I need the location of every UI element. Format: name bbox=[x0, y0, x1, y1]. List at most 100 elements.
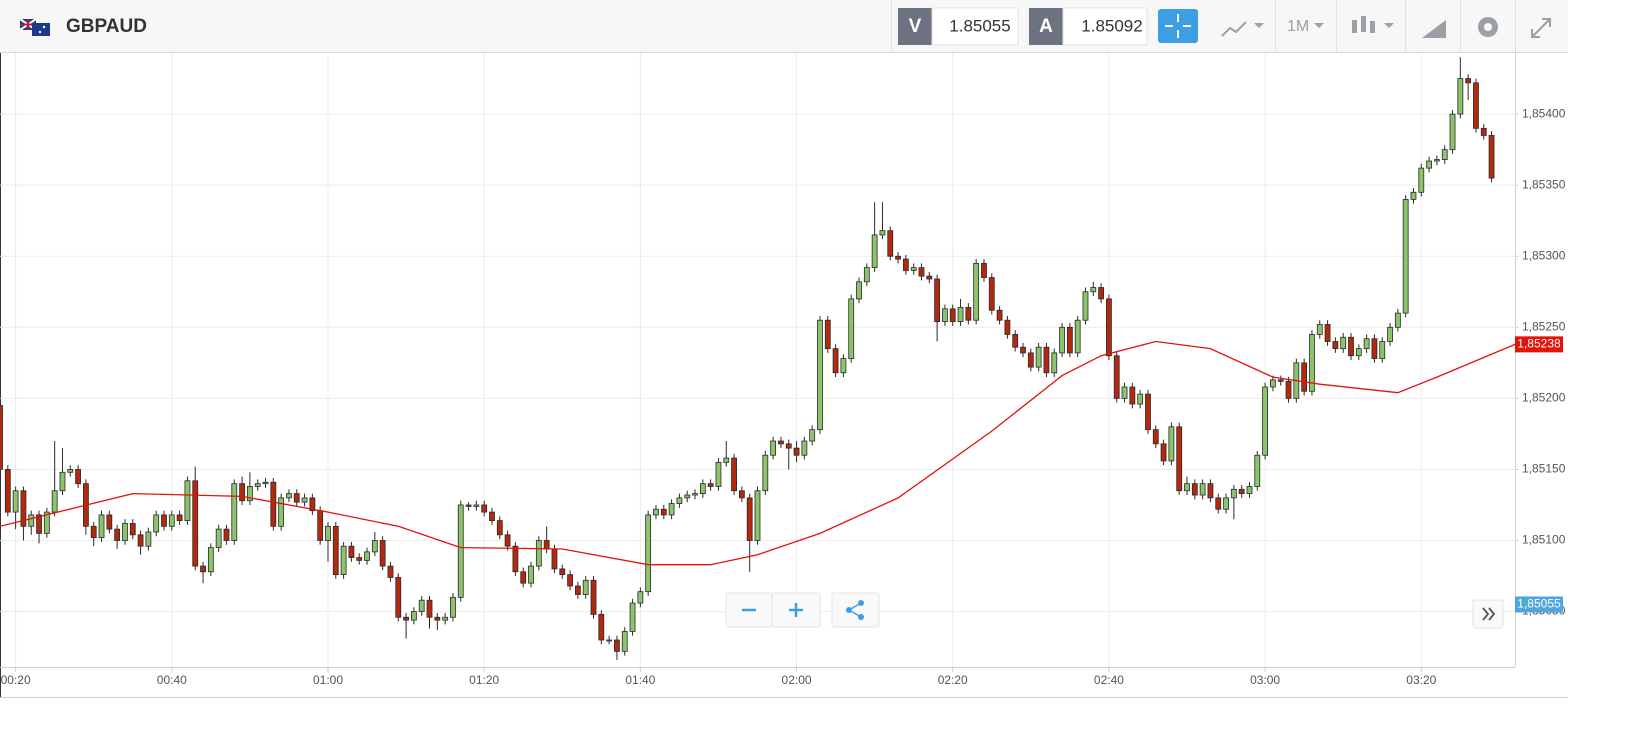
candle bbox=[1027, 348, 1034, 372]
candle-body bbox=[1207, 483, 1214, 499]
candle-body bbox=[20, 490, 27, 527]
y-tick-label: 1,85200 bbox=[1522, 391, 1566, 405]
candle bbox=[1129, 382, 1136, 409]
candle bbox=[778, 436, 784, 449]
ask-button[interactable] bbox=[1029, 8, 1063, 45]
candle-body bbox=[114, 528, 121, 541]
candle-body bbox=[1371, 338, 1378, 359]
candle-body bbox=[98, 514, 105, 539]
toolbar: GBPAUD V 1.85055 A 1.85092 1M bbox=[0, 0, 1568, 53]
draw-button[interactable] bbox=[1422, 20, 1446, 38]
candle bbox=[582, 576, 589, 599]
candle-body bbox=[231, 483, 238, 541]
candle-body bbox=[723, 457, 730, 463]
bid-label: V bbox=[909, 16, 922, 37]
candle-body bbox=[1355, 348, 1362, 357]
candle-body bbox=[942, 308, 948, 323]
candle bbox=[598, 610, 605, 645]
candle-body bbox=[465, 504, 472, 507]
candle bbox=[348, 541, 355, 562]
crosshair-button[interactable] bbox=[1158, 9, 1198, 43]
candle bbox=[1363, 334, 1370, 353]
candle-body bbox=[1441, 149, 1448, 160]
candle bbox=[1426, 156, 1432, 173]
x-tick-label: 03:00 bbox=[1250, 673, 1280, 687]
toolbar-bg bbox=[0, 0, 1568, 52]
x-tick-label: 03:20 bbox=[1406, 673, 1436, 687]
candle-body bbox=[1363, 338, 1370, 350]
candle-body bbox=[738, 490, 745, 499]
flag-star bbox=[42, 25, 46, 29]
candle-body bbox=[910, 267, 917, 271]
settings-button[interactable] bbox=[1478, 17, 1498, 37]
candle bbox=[239, 476, 245, 505]
candle-body bbox=[1145, 393, 1151, 431]
candle bbox=[4, 465, 11, 517]
candle bbox=[879, 202, 886, 240]
candle-body bbox=[145, 531, 152, 547]
candle bbox=[1309, 330, 1315, 396]
candle bbox=[1168, 422, 1175, 466]
candle-body bbox=[504, 534, 511, 547]
candle bbox=[1184, 476, 1190, 496]
x-tick-label: 01:00 bbox=[313, 673, 343, 687]
bid-price: 1.85055 bbox=[949, 16, 1010, 35]
grid bbox=[0, 53, 1515, 667]
candle bbox=[1379, 337, 1386, 363]
candle-body bbox=[410, 611, 417, 621]
candle bbox=[965, 303, 972, 325]
candle bbox=[286, 489, 292, 503]
candle bbox=[707, 479, 714, 491]
timeframe-button[interactable]: 1M bbox=[1287, 18, 1309, 35]
candle bbox=[340, 541, 347, 579]
candle-body bbox=[67, 469, 74, 473]
candle-body bbox=[1215, 497, 1222, 510]
candle bbox=[1348, 332, 1354, 360]
plus-icon bbox=[789, 603, 803, 617]
candle bbox=[1043, 342, 1050, 378]
candle bbox=[496, 516, 503, 540]
candle-body bbox=[528, 565, 534, 584]
candle bbox=[559, 564, 566, 579]
candle-body bbox=[1449, 113, 1456, 151]
candle bbox=[949, 304, 956, 326]
candle bbox=[645, 510, 652, 596]
candle-body bbox=[1082, 291, 1089, 321]
candle bbox=[176, 510, 183, 525]
candle bbox=[918, 263, 925, 281]
candle bbox=[692, 489, 698, 500]
candle bbox=[465, 502, 472, 511]
bid-button[interactable] bbox=[898, 8, 932, 45]
candle bbox=[637, 587, 644, 608]
candle-body bbox=[207, 547, 214, 573]
price-marker bbox=[1515, 336, 1563, 353]
candle bbox=[262, 477, 269, 488]
candle bbox=[1441, 145, 1448, 164]
candle bbox=[1152, 425, 1159, 449]
candle-body bbox=[332, 525, 339, 576]
candle bbox=[1301, 358, 1308, 396]
candle-body bbox=[153, 514, 160, 533]
chart-type-button[interactable] bbox=[1352, 16, 1394, 33]
candle-body bbox=[1098, 287, 1105, 300]
share-button[interactable] bbox=[831, 592, 880, 628]
fullscreen-button[interactable] bbox=[1531, 18, 1551, 38]
price-marker-label: 1,85055 bbox=[1517, 597, 1561, 611]
candle-body bbox=[543, 540, 550, 550]
candle-body bbox=[387, 565, 394, 578]
candle bbox=[137, 530, 144, 555]
candle bbox=[590, 576, 597, 619]
candle bbox=[988, 273, 995, 315]
candle-body bbox=[161, 514, 167, 527]
candle-body bbox=[1238, 488, 1245, 495]
candle bbox=[246, 472, 253, 505]
candle bbox=[1137, 389, 1144, 409]
candle-body bbox=[254, 483, 261, 487]
indicator-button[interactable] bbox=[1221, 21, 1264, 37]
axes: 00:20 00:40 01:00 01:20 01:40 02:00 02:20 02:40… bbox=[1, 106, 1566, 687]
candle-body bbox=[559, 568, 566, 576]
candle-body bbox=[286, 493, 292, 499]
candle bbox=[356, 553, 363, 565]
candle-body bbox=[1348, 336, 1354, 357]
